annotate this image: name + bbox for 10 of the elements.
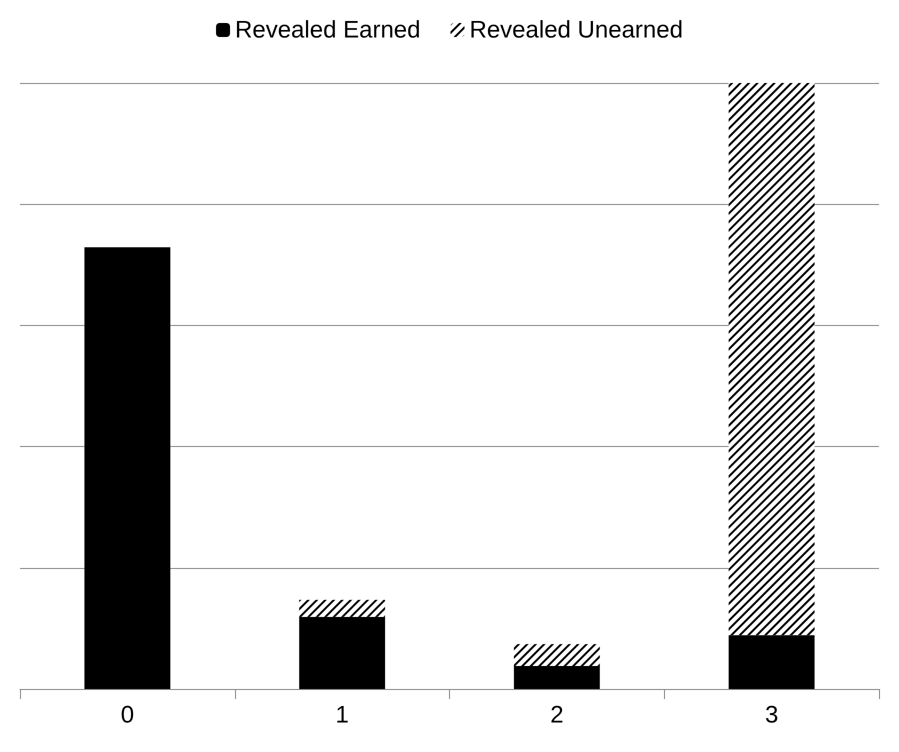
x-tick-label: 2 [550, 702, 564, 728]
bar [84, 247, 170, 689]
legend-label: Revealed Earned [235, 16, 420, 44]
bar [728, 635, 815, 689]
bar [514, 666, 600, 689]
x-tick-label: 1 [335, 702, 349, 728]
legend-label: Revealed Unearned [469, 16, 683, 44]
x-tick-label: 0 [120, 702, 134, 728]
x-tick-label: 3 [764, 702, 778, 728]
bar [299, 616, 386, 689]
